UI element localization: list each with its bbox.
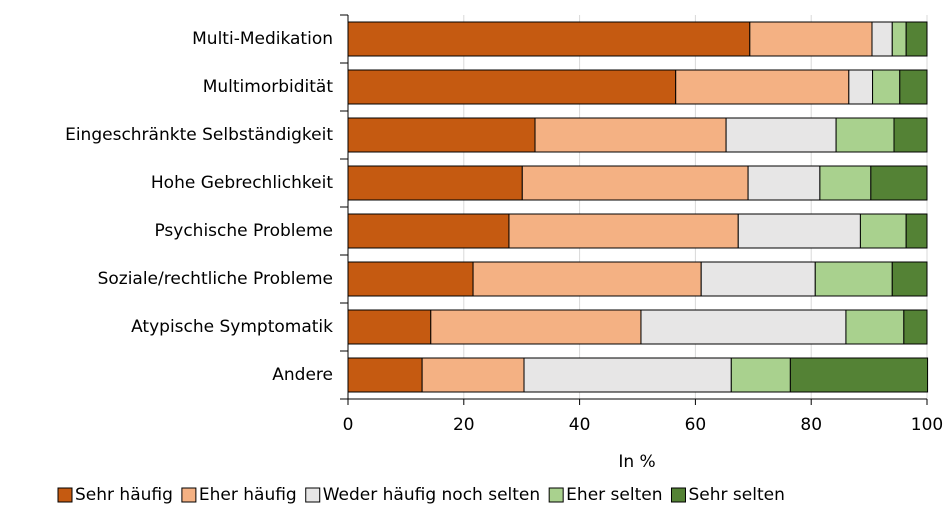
bar-segment bbox=[903, 309, 928, 345]
bar-segment bbox=[891, 261, 928, 297]
bar-segment bbox=[347, 261, 474, 297]
bar-segment bbox=[899, 69, 928, 105]
bar-segment bbox=[675, 69, 850, 105]
y-tick-label: Psychische Probleme bbox=[154, 221, 333, 241]
bar-segment bbox=[893, 117, 928, 153]
bar-segment bbox=[347, 21, 751, 57]
legend-label: Sehr selten bbox=[688, 485, 784, 505]
bar-segment bbox=[523, 357, 732, 393]
bar-segment bbox=[508, 213, 739, 249]
y-tick-label: Soziale/rechtliche Probleme bbox=[98, 269, 333, 289]
bar-segment bbox=[871, 21, 893, 57]
x-tick-label: 60 bbox=[685, 415, 707, 435]
bar-segment bbox=[891, 21, 907, 57]
legend-label: Eher häufig bbox=[199, 485, 297, 505]
x-tick-label: 40 bbox=[569, 415, 591, 435]
bar-segment bbox=[347, 213, 510, 249]
bar-segment bbox=[430, 309, 642, 345]
y-tick-label: Atypische Symptomatik bbox=[131, 317, 333, 337]
legend-label: Eher selten bbox=[566, 485, 662, 505]
legend-label: Weder häufig noch selten bbox=[323, 485, 540, 505]
bar-segment bbox=[835, 117, 895, 153]
x-tick-label: 0 bbox=[343, 415, 354, 435]
bar-segment bbox=[640, 309, 847, 345]
x-axis-label: In % bbox=[618, 452, 655, 472]
legend-swatch bbox=[305, 487, 321, 503]
bar-segment bbox=[845, 309, 905, 345]
bar-segment bbox=[905, 213, 928, 249]
x-tick-label: 80 bbox=[800, 415, 822, 435]
x-tick-label: 100 bbox=[911, 415, 943, 435]
bar-segment bbox=[789, 357, 929, 393]
y-tick-label: Eingeschränkte Selbständigkeit bbox=[65, 125, 333, 145]
y-tick-label: Andere bbox=[272, 365, 333, 385]
y-tick-label: Hohe Gebrechlichkeit bbox=[151, 173, 333, 193]
bar-segment bbox=[347, 165, 523, 201]
bar-segment bbox=[859, 213, 907, 249]
bar-segment bbox=[521, 165, 749, 201]
bar-segment bbox=[347, 69, 677, 105]
bar-segment bbox=[905, 21, 928, 57]
legend-swatch bbox=[548, 487, 564, 503]
legend-swatch bbox=[57, 487, 73, 503]
bar-segment bbox=[872, 69, 901, 105]
bar-segment bbox=[421, 357, 525, 393]
x-tick-label: 20 bbox=[453, 415, 475, 435]
bar-segment bbox=[347, 309, 432, 345]
legend-label: Sehr häufig bbox=[75, 485, 173, 505]
legend-swatch bbox=[670, 487, 686, 503]
bar-segment bbox=[347, 117, 536, 153]
bar-segment bbox=[347, 357, 423, 393]
bar-segment bbox=[725, 117, 837, 153]
bar-segment bbox=[534, 117, 727, 153]
legend-swatch bbox=[181, 487, 197, 503]
bar-segment bbox=[819, 165, 872, 201]
y-tick-label: Multi-Medikation bbox=[192, 29, 333, 49]
y-tick-label: Multimorbidität bbox=[203, 77, 334, 97]
bar-segment bbox=[848, 69, 874, 105]
bar-segment bbox=[730, 357, 791, 393]
bar-segment bbox=[747, 165, 821, 201]
bar-segment bbox=[749, 21, 873, 57]
bar-segment bbox=[737, 213, 861, 249]
bar-segment bbox=[700, 261, 816, 297]
bar-segment bbox=[472, 261, 702, 297]
bar-segment bbox=[814, 261, 893, 297]
bar-segment bbox=[870, 165, 928, 201]
